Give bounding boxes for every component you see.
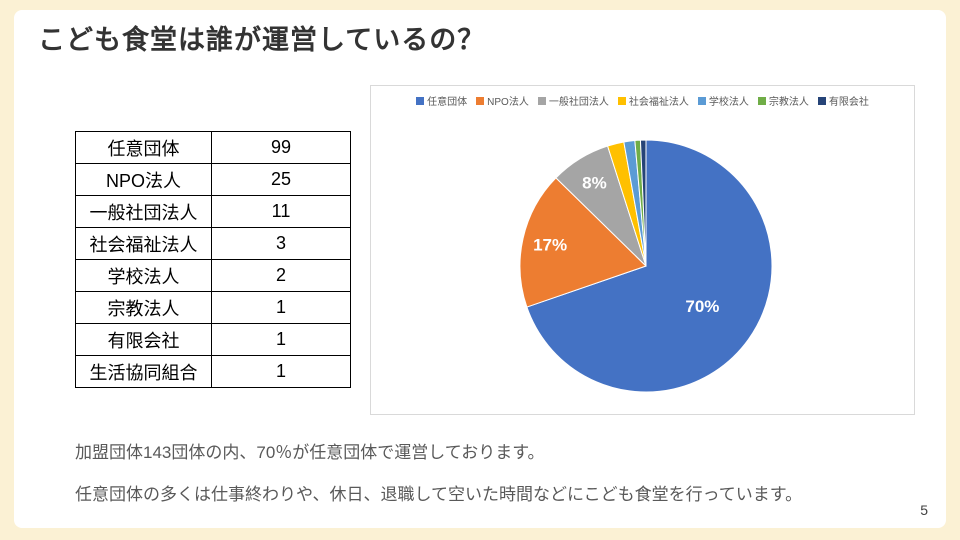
legend-label: 学校法人 <box>708 97 749 108</box>
pie-slice-0 <box>526 139 773 393</box>
pie-slice-label: 17% <box>533 235 567 254</box>
table-row: 任意団体 99 <box>75 131 352 164</box>
table-cell-value: 99 <box>210 131 352 164</box>
pie-slice-6 <box>639 139 647 267</box>
table-cell-label: 有限会社 <box>75 323 212 356</box>
legend-label: 有限会社 <box>828 97 869 108</box>
legend-item: 一般社団法人 <box>537 93 609 108</box>
chart-legend: 任意団体 NPO法人 一般社団法人 社会福祉法人 学校法人 宗教法人 有限会社 <box>371 93 914 108</box>
table-cell-label: 生活協同組合 <box>75 355 212 388</box>
table-cell-value: 1 <box>210 355 352 388</box>
page-number: 5 <box>920 502 928 518</box>
legend-item: 社会福祉法人 <box>617 93 689 108</box>
table-cell-value: 2 <box>210 259 352 292</box>
legend-item: 有限会社 <box>817 93 869 108</box>
pie-slice-label: 70% <box>685 297 719 316</box>
table-row: 学校法人 2 <box>75 259 352 292</box>
pie-slice-1 <box>519 177 647 308</box>
table-cell-value: 1 <box>210 291 352 324</box>
operator-table: 任意団体 99 NPO法人 25 一般社団法人 11 社会福祉法人 3 学校法人… <box>75 131 352 388</box>
legend-label: 一般社団法人 <box>548 97 609 108</box>
legend-item: NPO法人 <box>476 93 529 108</box>
table-cell-label: NPO法人 <box>75 163 212 196</box>
legend-swatch <box>537 96 546 105</box>
table-row: 一般社団法人 11 <box>75 195 352 228</box>
legend-label: 宗教法人 <box>768 97 809 108</box>
legend-swatch <box>757 96 766 105</box>
legend-item: 宗教法人 <box>757 93 809 108</box>
table-cell-label: 一般社団法人 <box>75 195 212 228</box>
table-cell-label: 学校法人 <box>75 259 212 292</box>
legend-swatch <box>617 96 626 105</box>
table-cell-label: 任意団体 <box>75 131 212 164</box>
pie-slice-label: 8% <box>582 173 607 192</box>
table-cell-value: 11 <box>210 195 352 228</box>
legend-item: 学校法人 <box>697 93 749 108</box>
table-cell-value: 1 <box>210 323 352 356</box>
legend-swatch <box>476 96 485 105</box>
legend-swatch <box>697 96 706 105</box>
table-cell-value: 3 <box>210 227 352 260</box>
pie-chart-panel: 70% 17% 8% 任意団体 NPO法人 一般社団法人 社会福祉法人 学校法人 宗教法人 有限… <box>370 85 915 415</box>
table-row: NPO法人 25 <box>75 163 352 196</box>
page-title: こども食堂は誰が運営しているの？ <box>38 25 486 55</box>
table-cell-label: 社会福祉法人 <box>75 227 212 260</box>
table-row: 宗教法人 1 <box>75 291 352 324</box>
note-line: 加盟団体143団体の内、70％が任意団体で運営しております。 <box>75 443 545 462</box>
notes-block: 加盟団体143団体の内、70％が任意団体で運営しております。 任意団体の多くは仕… <box>75 438 915 522</box>
note-line: 任意団体の多くは仕事終わりや、休日、退職して空いた時間などにこども食堂を行ってい… <box>75 485 803 504</box>
table-row: 有限会社 1 <box>75 323 352 356</box>
legend-swatch <box>817 96 826 105</box>
legend-label: NPO法人 <box>487 97 529 108</box>
table-cell-label: 宗教法人 <box>75 291 212 324</box>
table-row: 生活協同組合 1 <box>75 355 352 388</box>
legend-label: 社会福祉法人 <box>628 97 689 108</box>
legend-label: 任意団体 <box>427 97 468 108</box>
pie-chart: 70% 17% 8% <box>519 139 773 393</box>
table-row: 社会福祉法人 3 <box>75 227 352 260</box>
legend-swatch <box>416 96 425 105</box>
table-cell-value: 25 <box>210 163 352 196</box>
slide-panel: こども食堂は誰が運営しているの？ 任意団体 99 NPO法人 25 一般社団法人… <box>14 10 946 528</box>
legend-item: 任意団体 <box>416 93 467 108</box>
